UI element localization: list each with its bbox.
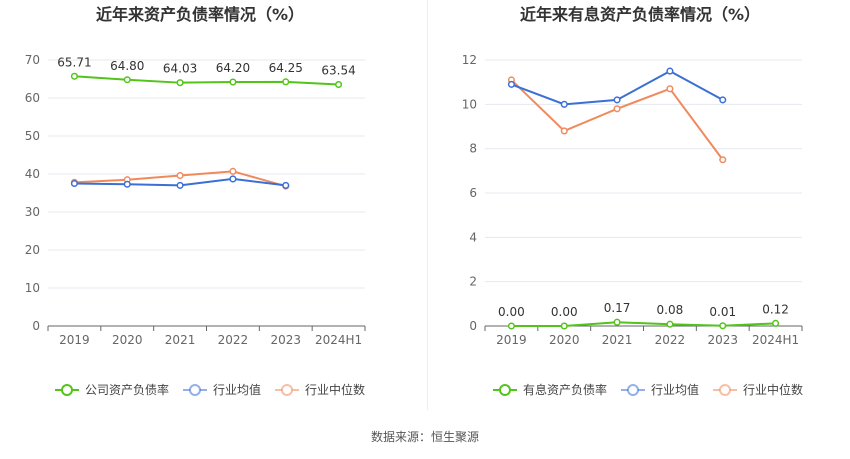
x-tick-label: 2021 bbox=[602, 333, 633, 347]
data-point bbox=[560, 100, 568, 108]
legend-label: 行业中位数 bbox=[743, 382, 803, 397]
data-source-note: 数据来源：恒生聚源 bbox=[370, 430, 479, 444]
legend-marker bbox=[189, 384, 201, 396]
data-point bbox=[70, 72, 78, 80]
data-point bbox=[176, 79, 184, 87]
y-tick-label: 40 bbox=[25, 167, 40, 181]
x-tick-label: 2020 bbox=[549, 333, 580, 347]
x-tick-label: 2023 bbox=[270, 333, 301, 347]
data-label: 0.17 bbox=[604, 301, 631, 315]
legend-label: 行业均值 bbox=[651, 382, 699, 397]
x-tick-label: 2024H1 bbox=[315, 333, 362, 347]
data-label: 64.20 bbox=[216, 61, 250, 75]
x-tick-label: 2023 bbox=[707, 333, 738, 347]
data-point bbox=[229, 167, 237, 175]
y-tick-label: 0 bbox=[32, 319, 40, 333]
data-label: 0.12 bbox=[762, 302, 789, 316]
data-label: 0.01 bbox=[709, 305, 736, 319]
data-label: 0.00 bbox=[498, 305, 525, 319]
series-line bbox=[74, 75, 339, 86]
x-tick-label: 2024H1 bbox=[752, 333, 799, 347]
data-point bbox=[772, 319, 780, 327]
data-point bbox=[613, 96, 621, 104]
legend-label: 行业中位数 bbox=[305, 382, 365, 397]
data-label: 64.03 bbox=[163, 62, 197, 76]
data-point bbox=[613, 318, 621, 326]
y-tick-label: 12 bbox=[462, 53, 477, 67]
y-tick-label: 50 bbox=[25, 129, 40, 143]
data-point bbox=[507, 322, 515, 330]
y-tick-label: 2 bbox=[469, 275, 477, 289]
data-point bbox=[70, 179, 78, 188]
data-point bbox=[123, 76, 131, 84]
data-point bbox=[666, 67, 674, 75]
data-point bbox=[176, 181, 184, 189]
legend-marker bbox=[61, 384, 73, 396]
y-tick-label: 60 bbox=[25, 91, 40, 105]
legend-label: 有息资产负债率 bbox=[523, 382, 607, 397]
data-point bbox=[719, 96, 727, 104]
series-line bbox=[510, 79, 724, 161]
y-tick-label: 70 bbox=[25, 53, 40, 67]
y-tick-label: 6 bbox=[469, 186, 477, 200]
y-tick-label: 10 bbox=[25, 281, 40, 295]
series-line bbox=[511, 321, 776, 327]
x-tick-label: 2020 bbox=[112, 333, 143, 347]
panel-divider bbox=[427, 0, 428, 410]
data-point bbox=[335, 80, 343, 89]
chart-title: 近年来资产负债率情况（%） bbox=[96, 5, 304, 24]
x-tick-label: 2022 bbox=[655, 333, 686, 347]
data-point bbox=[282, 78, 290, 86]
data-point bbox=[229, 78, 237, 86]
chart-title: 近年来有息资产负债率情况（%） bbox=[520, 5, 760, 24]
x-tick-label: 2022 bbox=[218, 333, 249, 347]
y-tick-label: 8 bbox=[469, 142, 477, 156]
data-label: 64.25 bbox=[269, 61, 303, 75]
legend-marker bbox=[281, 384, 293, 396]
data-point bbox=[507, 80, 515, 88]
data-point bbox=[719, 156, 727, 164]
legend-label: 行业均值 bbox=[213, 382, 261, 397]
data-point bbox=[666, 85, 674, 93]
legend-marker bbox=[719, 384, 731, 396]
data-point bbox=[229, 175, 237, 183]
legend-marker bbox=[499, 384, 511, 396]
y-tick-label: 0 bbox=[469, 319, 477, 333]
data-point bbox=[560, 127, 568, 135]
x-tick-label: 2021 bbox=[165, 333, 196, 347]
x-tick-label: 2019 bbox=[59, 333, 90, 347]
legend-marker bbox=[627, 384, 639, 396]
data-label: 63.54 bbox=[321, 64, 355, 78]
data-point bbox=[560, 322, 568, 330]
y-tick-label: 10 bbox=[462, 97, 477, 111]
x-tick-label: 2019 bbox=[496, 333, 527, 347]
y-tick-label: 30 bbox=[25, 205, 40, 219]
data-point bbox=[666, 320, 674, 328]
data-label: 65.71 bbox=[57, 55, 91, 69]
data-point bbox=[282, 181, 290, 189]
y-tick-label: 4 bbox=[469, 230, 477, 244]
data-label: 0.08 bbox=[657, 303, 684, 317]
y-tick-label: 20 bbox=[25, 243, 40, 257]
data-point bbox=[123, 180, 131, 188]
data-point bbox=[176, 171, 184, 180]
legend-label: 公司资产负债率 bbox=[85, 382, 169, 397]
data-label: 0.00 bbox=[551, 305, 578, 319]
data-label: 64.80 bbox=[110, 59, 144, 73]
data-point bbox=[719, 322, 727, 330]
data-point bbox=[613, 105, 621, 113]
